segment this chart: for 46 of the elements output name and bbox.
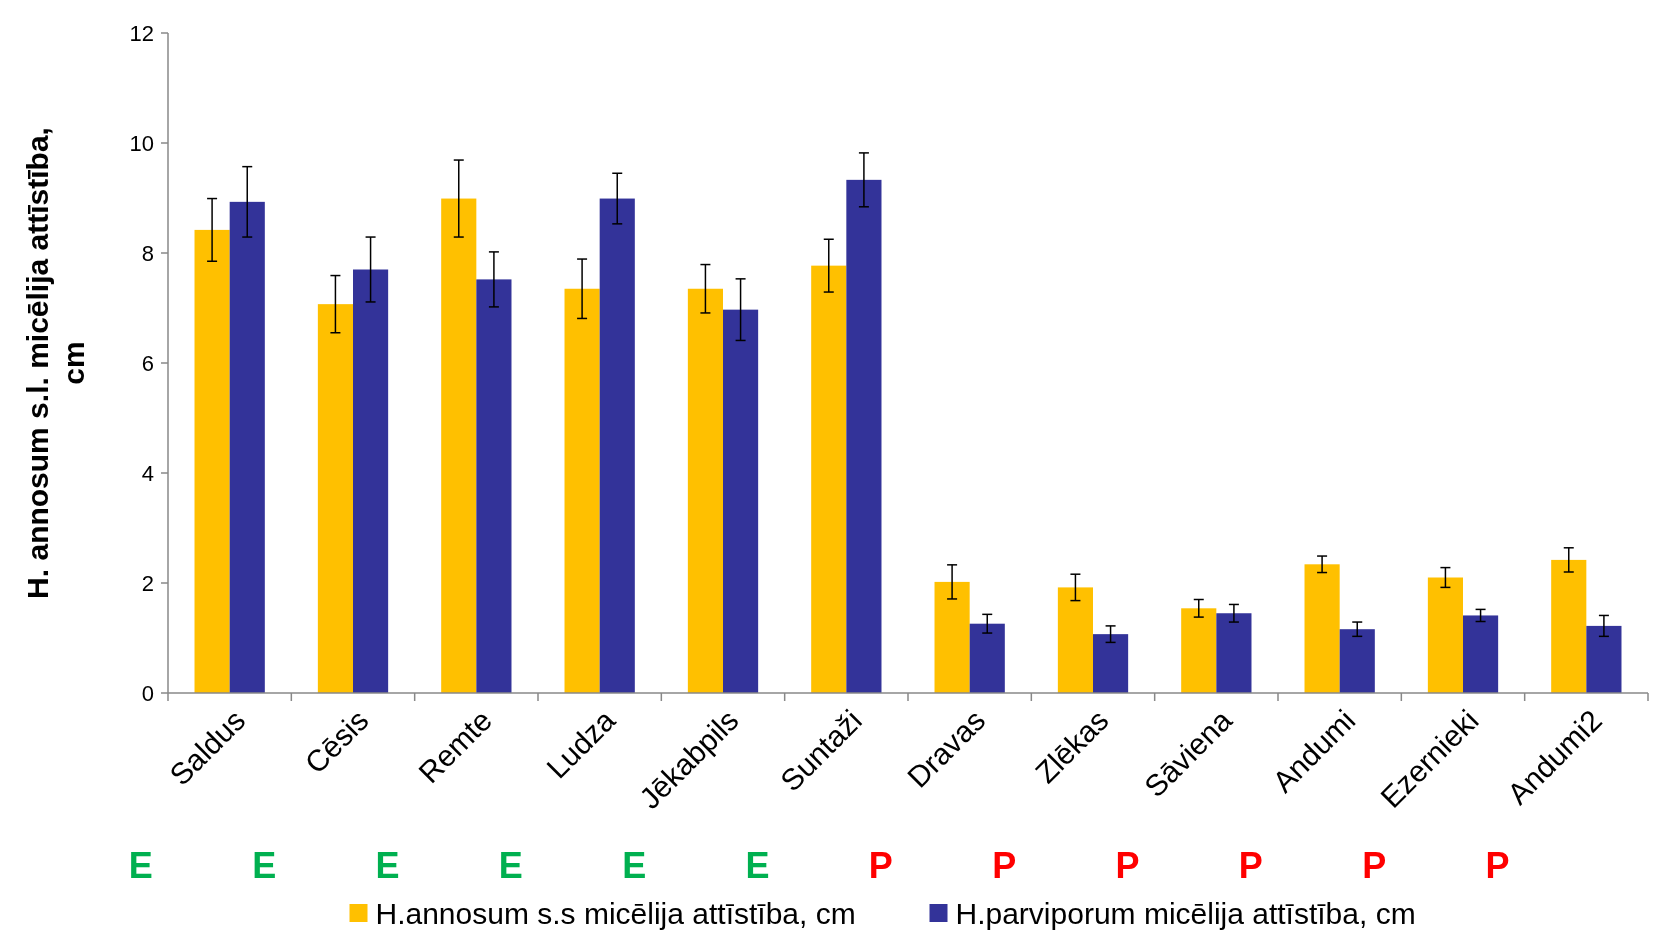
y-tick-label: 2 [141, 570, 154, 596]
bar [1057, 587, 1093, 693]
bar [564, 288, 600, 693]
bar [811, 265, 847, 693]
bar [317, 304, 353, 693]
bar [194, 229, 230, 693]
text: E [622, 845, 647, 886]
bar [969, 623, 1005, 693]
bar [1427, 577, 1463, 693]
y-tick-label: 12 [129, 20, 154, 46]
bar [687, 288, 723, 693]
bar [1551, 559, 1587, 693]
y-axis-title: H. annosum s.l. micēlija attīstība, cm [21, 127, 90, 599]
y-tick-label: 4 [141, 460, 154, 486]
legend-label: H.parviporum micēlija attīstība, cm [955, 896, 1416, 930]
text: E [498, 845, 523, 886]
text: P [1362, 845, 1387, 886]
text: E [252, 845, 277, 886]
bar [1093, 634, 1129, 693]
bar [846, 179, 882, 693]
bar [1181, 608, 1217, 693]
bar [1339, 629, 1375, 693]
text: E [375, 845, 400, 886]
bar [1463, 615, 1499, 693]
text: P [868, 845, 893, 886]
y-tick-label: 0 [141, 680, 154, 706]
y-tick-label: 10 [129, 130, 154, 156]
bar [599, 198, 635, 693]
text: E [128, 845, 153, 886]
text: P [1485, 845, 1510, 886]
text: P [992, 845, 1017, 886]
bar [441, 198, 477, 693]
y-tick-label: 8 [141, 240, 154, 266]
bar [229, 201, 265, 693]
bar [353, 269, 389, 693]
bar [723, 309, 759, 693]
text: P [1238, 845, 1263, 886]
bar [1304, 564, 1340, 693]
bar [934, 581, 970, 693]
bar [1586, 625, 1622, 693]
text: E [745, 845, 770, 886]
y-tick-label: 6 [141, 350, 154, 376]
legend-label: H.annosum s.s micēlija attīstība, cm [375, 896, 856, 930]
bar [476, 279, 512, 693]
text: P [1115, 845, 1140, 886]
bar [1216, 613, 1252, 693]
